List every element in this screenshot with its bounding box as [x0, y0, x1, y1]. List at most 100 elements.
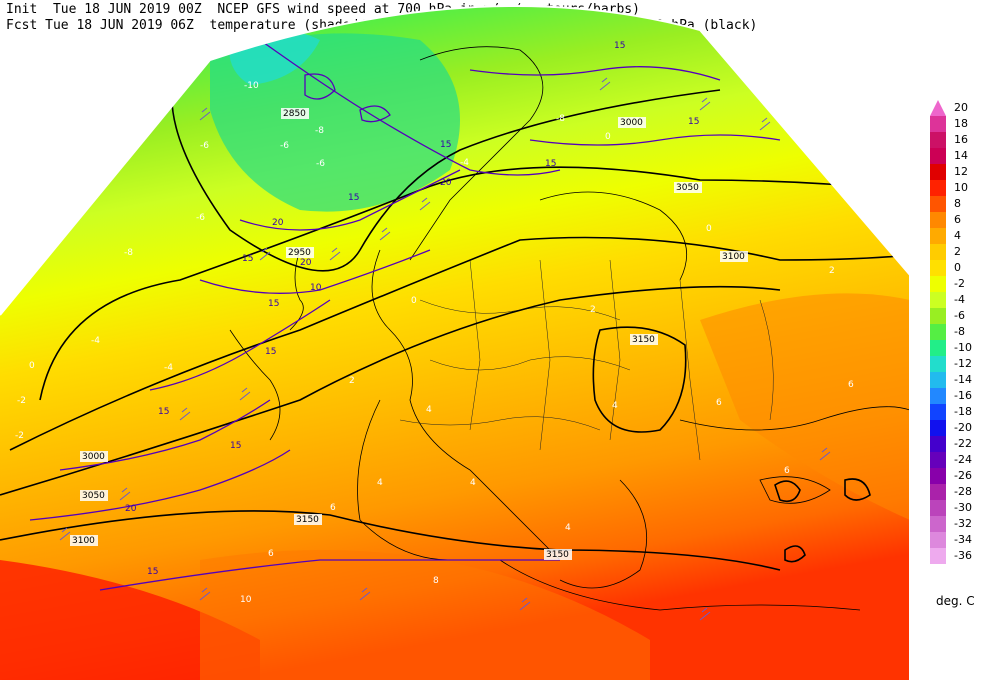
temp-label: 0 — [706, 224, 712, 234]
legend-swatch — [930, 436, 946, 452]
legend-swatch — [930, 388, 946, 404]
temp-label: -2 — [15, 431, 24, 441]
legend-swatch — [930, 308, 946, 324]
map-border — [0, 5, 911, 680]
temp-label: -8 — [556, 114, 565, 124]
weather-map: 2850 2950 3000 3050 3100 3150 3000 3050 … — [0, 5, 911, 680]
height-label-text: 2950 — [288, 248, 311, 258]
height-label: 2850 — [281, 108, 309, 119]
height-label: 3150 — [630, 334, 658, 345]
legend-swatch — [930, 244, 946, 260]
height-label: 3000 — [618, 117, 646, 128]
wind-label: 15 — [545, 159, 556, 169]
legend-swatch — [930, 500, 946, 516]
temp-label: 4 — [612, 401, 618, 411]
legend-label: 18 — [954, 117, 968, 130]
temp-label: -2 — [17, 396, 26, 406]
legend-swatch — [930, 228, 946, 244]
legend-swatch — [930, 132, 946, 148]
temp-label: 0 — [605, 132, 611, 142]
legend-swatch — [930, 420, 946, 436]
temp-label: 6 — [716, 398, 722, 408]
wind-label: 20 — [300, 258, 312, 268]
legend-label: 6 — [954, 213, 961, 226]
legend-label: -10 — [954, 341, 972, 354]
coastlines — [229, 46, 910, 611]
warm-east — [700, 293, 910, 520]
legend-swatch — [930, 292, 946, 308]
legend-swatch — [930, 468, 946, 484]
temp-label: -6 — [280, 141, 289, 151]
height-label: 3050 — [80, 490, 108, 501]
wind-label: 15 — [147, 567, 158, 577]
wind-label: 15 — [688, 117, 699, 127]
wind-label: 15 — [348, 193, 359, 203]
temp-label: 8 — [433, 576, 439, 586]
height-label-text: 2850 — [283, 109, 306, 119]
temp-label: 4 — [565, 523, 571, 533]
wind-label: 15 — [265, 347, 276, 357]
legend-label: 8 — [954, 197, 961, 210]
wind-labels: 15 15 15 15 15 15 20 20 20 10 15 15 15 1… — [125, 41, 699, 577]
legend-label: -36 — [954, 549, 972, 562]
legend-label: -16 — [954, 389, 972, 402]
temp-label: 6 — [784, 466, 790, 476]
height-label-text: 3100 — [72, 536, 95, 546]
temp-label: -10 — [244, 81, 259, 91]
height-label-text: 3100 — [722, 252, 745, 262]
legend-label: 10 — [954, 181, 968, 194]
legend-label: -14 — [954, 373, 972, 386]
legend-label: -22 — [954, 437, 972, 450]
height-label-text: 3050 — [82, 491, 105, 501]
legend-label: 0 — [954, 261, 961, 274]
legend-label: 2 — [954, 245, 961, 258]
legend-swatch — [930, 484, 946, 500]
height-label-text: 3050 — [676, 183, 699, 193]
legend-swatch — [930, 276, 946, 292]
wind-label: 15 — [230, 441, 241, 451]
hot-southwest — [0, 560, 260, 680]
legend-swatch — [930, 260, 946, 276]
legend-swatch — [930, 356, 946, 372]
temp-label: 4 — [377, 478, 383, 488]
legend-swatch — [930, 516, 946, 532]
height-label-text: 3000 — [82, 452, 105, 462]
legend-swatch — [930, 148, 946, 164]
legend-label: -18 — [954, 405, 972, 418]
temp-label: -4 — [460, 158, 469, 168]
height-label-text: 3150 — [632, 335, 655, 345]
legend-label: 4 — [954, 229, 961, 242]
temp-label: -8 — [124, 248, 133, 258]
height-label: 3100 — [70, 535, 98, 546]
height-label: 3100 — [720, 251, 748, 262]
legend-swatch — [930, 196, 946, 212]
legend-swatch — [930, 100, 946, 116]
height-label: 3000 — [80, 451, 108, 462]
legend-label: -6 — [954, 309, 965, 322]
height-label: 2950 — [286, 247, 314, 258]
legend-label: -2 — [954, 277, 965, 290]
warm-south — [200, 550, 650, 680]
height-label-text: 3000 — [620, 118, 643, 128]
legend-label: 14 — [954, 149, 968, 162]
legend-swatch — [930, 372, 946, 388]
wind-contours — [29, 39, 781, 591]
wind-barbs — [59, 77, 831, 621]
legend-label: -28 — [954, 485, 972, 498]
temp-label: 2 — [349, 376, 355, 386]
height-label-text: 3150 — [546, 550, 569, 560]
legend-label: -20 — [954, 421, 972, 434]
wind-label: 15 — [614, 41, 625, 51]
wind-label: 20 — [272, 218, 284, 228]
legend-label: 16 — [954, 133, 968, 146]
wind-label: 15 — [268, 299, 279, 309]
temp-label: 4 — [470, 478, 476, 488]
legend-label: 20 — [954, 101, 968, 114]
temp-label: 10 — [240, 595, 252, 605]
legend-swatch — [930, 404, 946, 420]
temp-label: -4 — [91, 336, 100, 346]
temperature-color-legend: 20 18 16 14 12 10 8 6 4 2 0 -2 -4 -6 -8 -10 -12 -14 -16 -18… — [928, 100, 1000, 580]
temp-label: 6 — [330, 503, 336, 513]
legend-swatch — [930, 180, 946, 196]
temp-label: 0 — [29, 361, 35, 371]
